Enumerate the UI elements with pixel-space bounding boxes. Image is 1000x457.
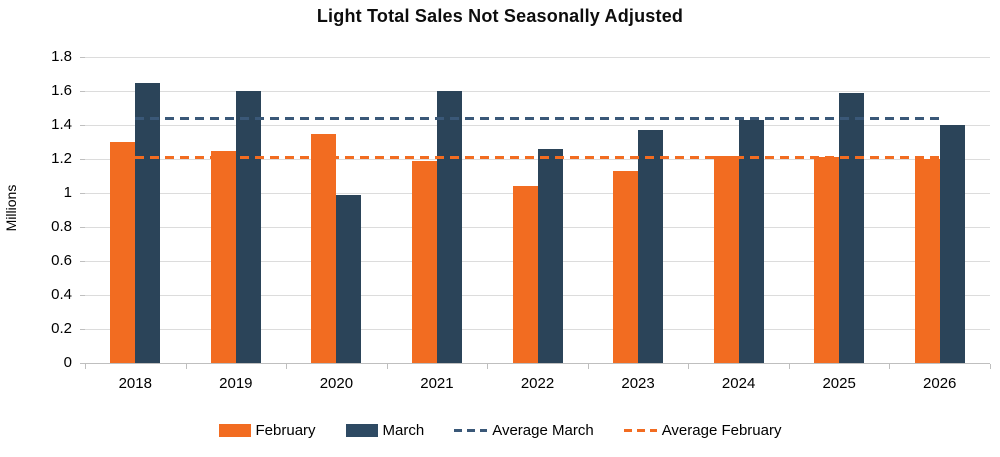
y-axis-tick-label: 1 bbox=[63, 184, 72, 201]
x-axis-tick bbox=[990, 364, 991, 369]
y-axis-tick bbox=[80, 159, 85, 160]
bar-february-2021 bbox=[411, 160, 437, 363]
x-axis-tick bbox=[386, 364, 388, 369]
bar-february-2020 bbox=[311, 133, 337, 363]
y-axis-tick-label: 0.4 bbox=[51, 286, 72, 303]
y-axis-tick bbox=[80, 363, 85, 364]
legend-swatch-icon bbox=[345, 424, 378, 437]
legend-label: February bbox=[255, 422, 316, 439]
chart-title: Light Total Sales Not Seasonally Adjuste… bbox=[316, 6, 684, 26]
y-axis-tick-label: 0.8 bbox=[51, 218, 72, 235]
bar-march-2018 bbox=[135, 82, 161, 363]
bar-february-2023 bbox=[613, 170, 639, 363]
gridline bbox=[85, 57, 990, 58]
x-axis-category-label: 2023 bbox=[621, 375, 655, 392]
x-axis-tick bbox=[889, 364, 891, 369]
y-axis-tick bbox=[80, 125, 85, 126]
x-axis-category-label: 2025 bbox=[822, 375, 856, 392]
x-axis-category-label: 2018 bbox=[118, 375, 152, 392]
x-axis-line bbox=[85, 363, 990, 364]
x-axis-tick bbox=[487, 364, 489, 369]
x-axis-category-label: 2021 bbox=[420, 375, 454, 392]
legend-label: Average February bbox=[661, 422, 782, 439]
x-axis-category-label: 2020 bbox=[319, 375, 354, 392]
x-axis-tick bbox=[788, 364, 790, 369]
bar-march-2025 bbox=[839, 92, 865, 363]
y-axis-tick bbox=[80, 295, 85, 296]
y-axis-tick bbox=[80, 193, 85, 194]
legend-swatch-icon bbox=[218, 424, 251, 437]
bar-march-2026 bbox=[939, 125, 965, 363]
y-axis-tick-label: 0 bbox=[63, 354, 72, 371]
x-axis-tick bbox=[286, 364, 288, 369]
x-axis-tick bbox=[688, 364, 690, 369]
legend-label: Average March bbox=[492, 422, 594, 439]
y-axis-tick bbox=[80, 261, 85, 262]
y-axis-tick-label: 1.6 bbox=[51, 82, 72, 99]
x-axis-tick bbox=[587, 364, 589, 369]
bar-february-2022 bbox=[512, 186, 538, 363]
x-axis-category-label: 2019 bbox=[219, 375, 253, 392]
legend-item-march: March bbox=[345, 422, 425, 439]
legend-label: March bbox=[382, 422, 425, 439]
bar-march-2021 bbox=[436, 91, 462, 363]
legend-dash-icon bbox=[454, 429, 488, 432]
y-axis-tick-label: 0.2 bbox=[51, 320, 72, 337]
legend: February March Average March Average Februa… bbox=[0, 422, 1000, 439]
gridline bbox=[85, 125, 990, 126]
bar-march-2024 bbox=[738, 119, 764, 363]
y-axis-tick-label: 0.6 bbox=[51, 252, 72, 269]
average-line-average-february bbox=[135, 155, 940, 159]
y-axis-tick bbox=[80, 329, 85, 330]
legend-item-february: February bbox=[218, 422, 316, 439]
y-axis-tick bbox=[80, 227, 85, 228]
legend-dash-icon bbox=[623, 429, 657, 432]
x-axis-category-label: 2024 bbox=[721, 375, 756, 392]
y-axis-tick-label: 1.4 bbox=[51, 116, 72, 133]
x-axis-tick bbox=[85, 364, 86, 369]
bar-february-2024 bbox=[713, 155, 739, 363]
x-axis-category-label: 2022 bbox=[520, 375, 555, 392]
bar-march-2020 bbox=[336, 194, 362, 363]
y-axis-tick-label: 1.2 bbox=[51, 150, 72, 167]
y-axis-tick bbox=[80, 91, 85, 92]
bar-february-2018 bbox=[110, 142, 136, 363]
bar-february-2025 bbox=[814, 157, 840, 363]
gridline bbox=[85, 91, 990, 92]
y-axis-tick bbox=[80, 57, 85, 58]
bar-march-2023 bbox=[638, 130, 664, 363]
x-axis-category-label: 2026 bbox=[923, 375, 957, 392]
bar-march-2022 bbox=[537, 148, 563, 363]
y-axis-tick-label: 1.8 bbox=[51, 48, 72, 65]
legend-item-average-february: Average February bbox=[623, 422, 782, 439]
bar-march-2019 bbox=[235, 91, 261, 363]
bar-february-2019 bbox=[210, 150, 236, 363]
average-line-average-march bbox=[135, 116, 940, 120]
bar-february-2026 bbox=[914, 159, 940, 363]
legend-item-average-march: Average March bbox=[454, 422, 594, 439]
x-axis-tick bbox=[185, 364, 187, 369]
